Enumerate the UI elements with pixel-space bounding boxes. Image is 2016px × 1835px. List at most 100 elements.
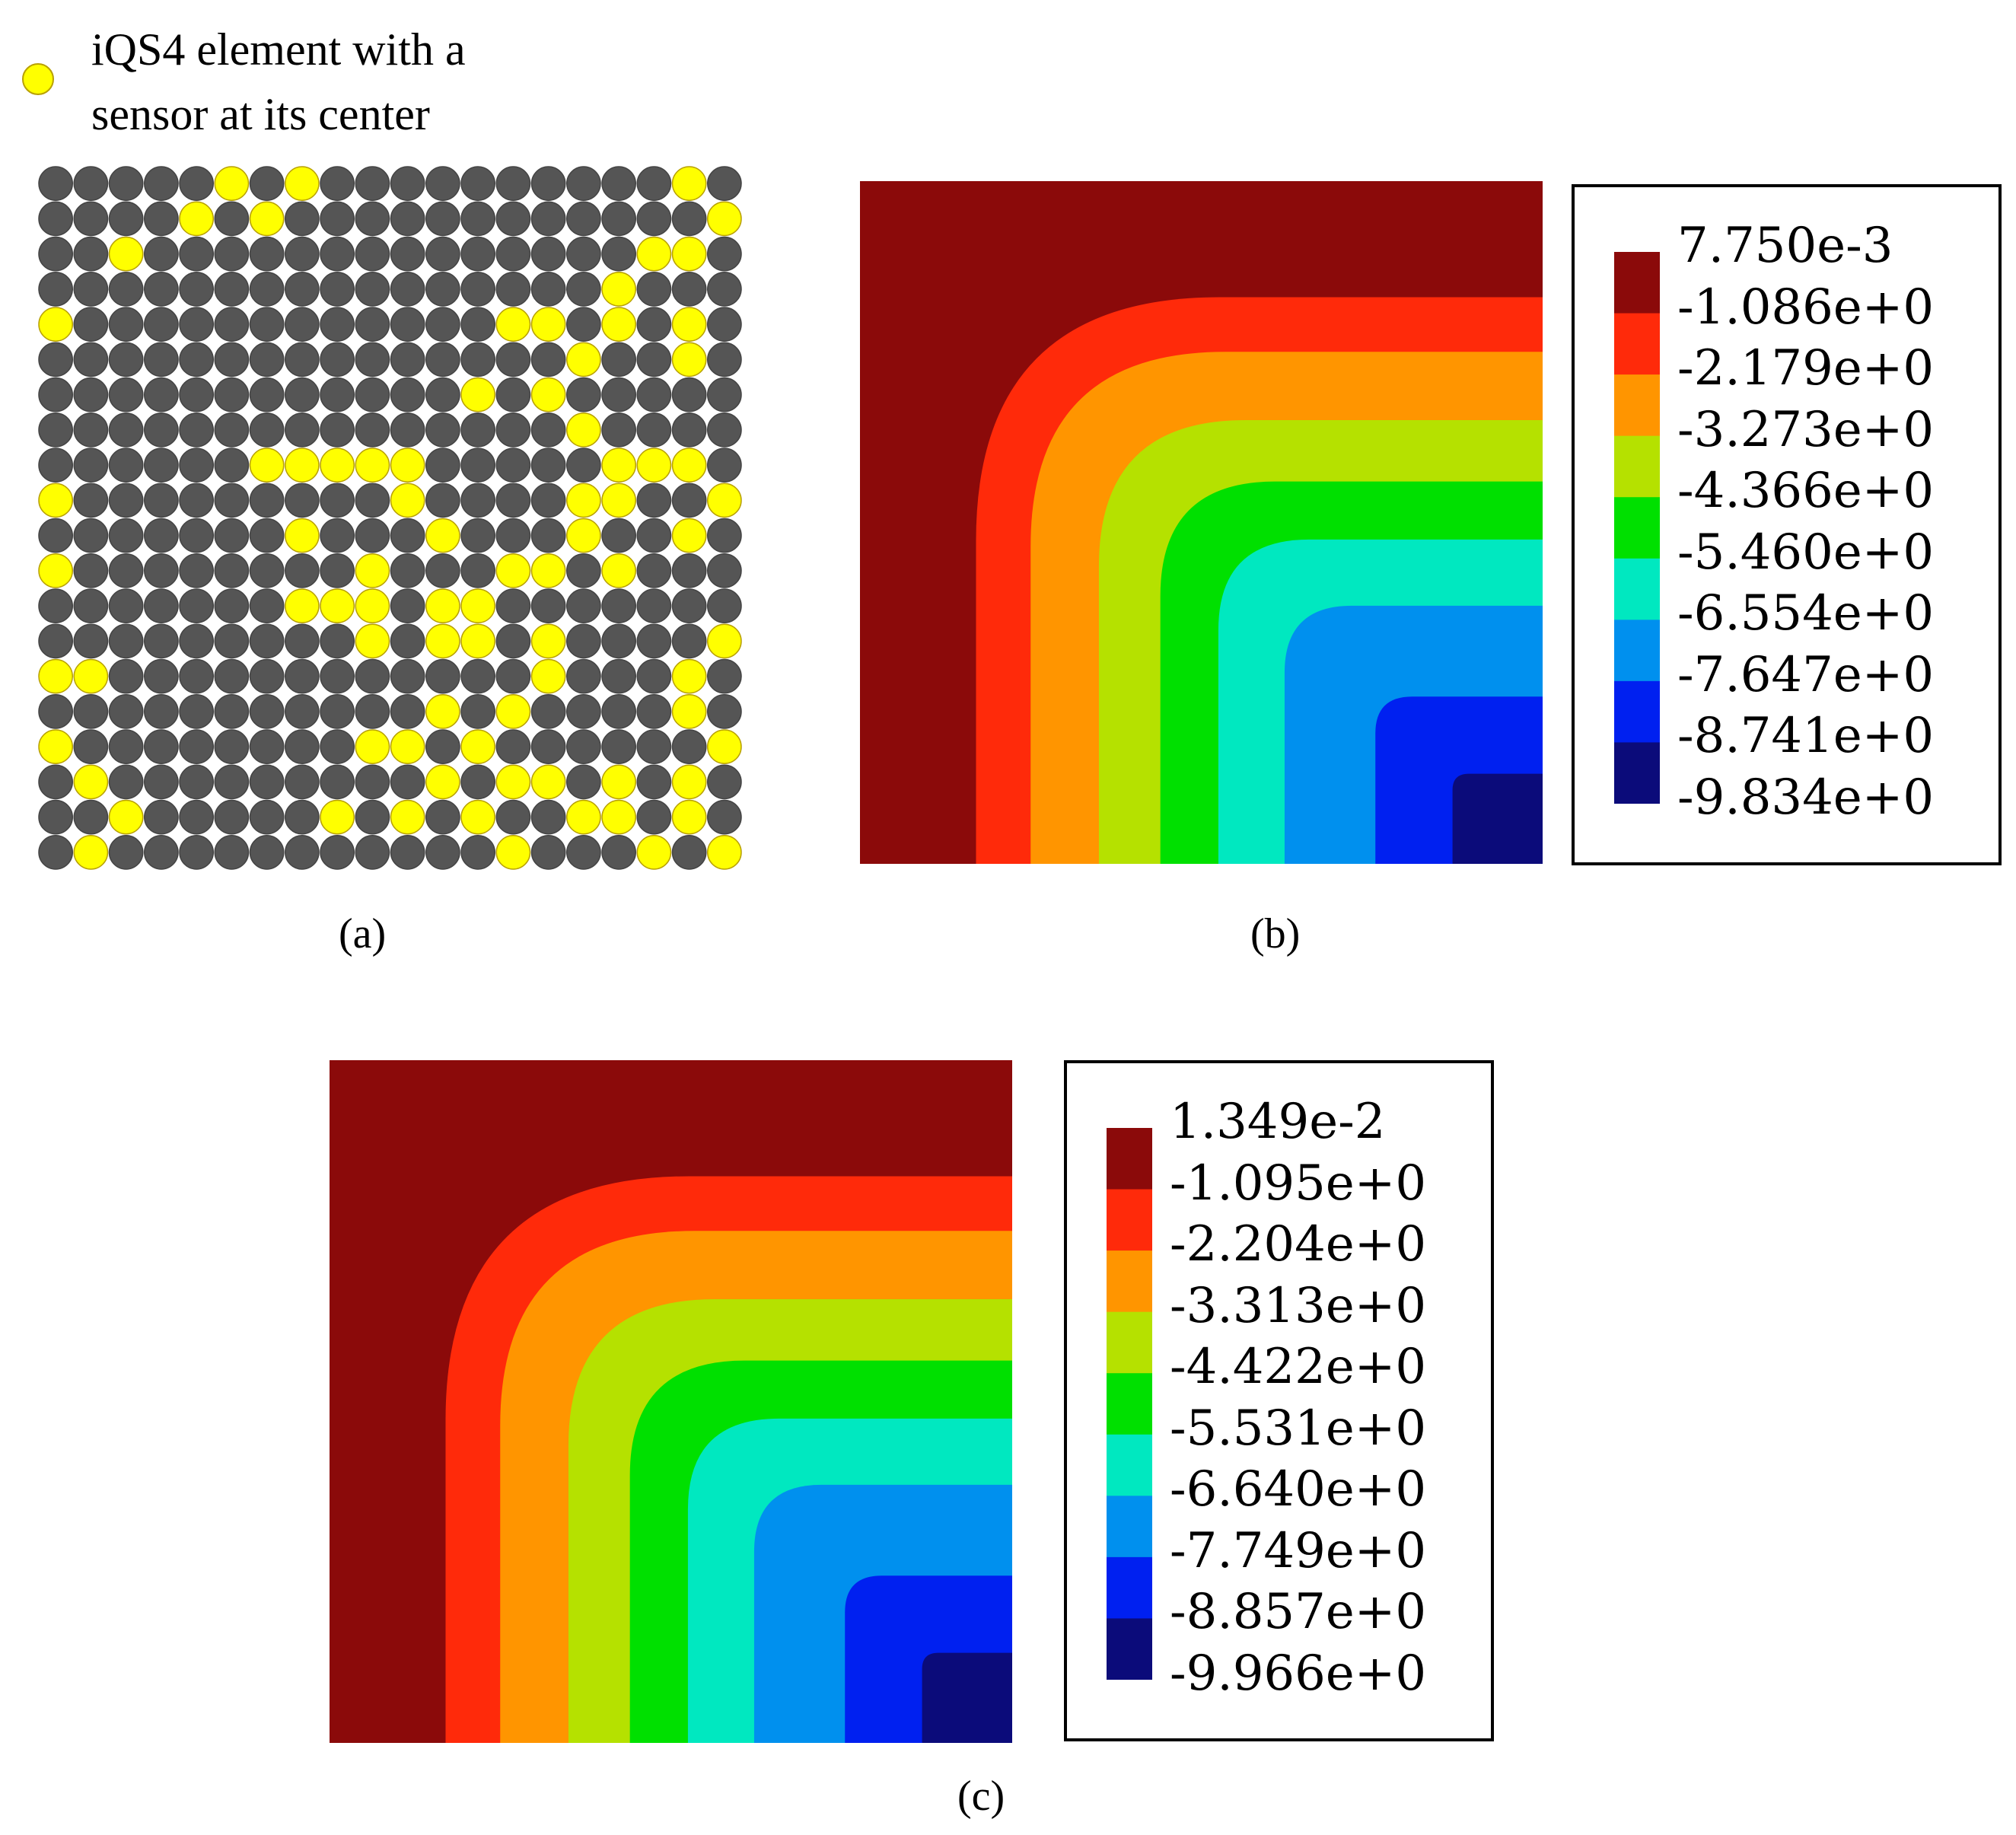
plain-element [249, 342, 285, 378]
plain-element [390, 342, 425, 378]
sensor-element [530, 553, 566, 588]
plain-element [707, 342, 742, 378]
sensor-element [355, 623, 390, 659]
plain-element [707, 553, 742, 588]
plain-element [425, 236, 460, 272]
plain-element [460, 307, 495, 342]
plain-element [495, 377, 531, 413]
plain-element [390, 201, 425, 237]
plain-element [249, 413, 285, 448]
plain-element [144, 694, 179, 729]
sensor-element [601, 483, 636, 518]
plain-element [355, 764, 390, 800]
plain-element [108, 518, 144, 553]
sensor-element [460, 799, 495, 835]
sensor-element [671, 764, 707, 800]
plain-element [214, 694, 250, 729]
plain-element [495, 236, 531, 272]
sensor-element [355, 588, 390, 623]
plain-element [707, 518, 742, 553]
plain-element [390, 623, 425, 659]
plain-element [249, 307, 285, 342]
plain-element [566, 658, 601, 694]
plain-element [320, 729, 355, 764]
plain-element [285, 236, 320, 272]
plain-element [144, 307, 179, 342]
plain-element [636, 764, 672, 800]
plain-element [320, 166, 355, 201]
sensor-element [73, 835, 109, 870]
plain-element [460, 166, 495, 201]
plain-element [73, 413, 109, 448]
plain-element [636, 377, 672, 413]
plain-element [390, 236, 425, 272]
sensor-element [601, 799, 636, 835]
sensor-element [425, 764, 460, 800]
contour-band-8 [922, 1652, 1012, 1743]
sensor-element [495, 307, 531, 342]
sensor-element [460, 623, 495, 659]
sensor-element [707, 835, 742, 870]
sensor-element [108, 236, 144, 272]
plain-element [707, 588, 742, 623]
sensor-element [636, 835, 672, 870]
plain-element [530, 272, 566, 307]
plain-element [320, 272, 355, 307]
plain-element [249, 835, 285, 870]
colorbar-label: -1.095e+0 [1170, 1155, 1427, 1212]
plain-element [390, 835, 425, 870]
sensor-element [425, 518, 460, 553]
plain-element [425, 658, 460, 694]
plain-element [320, 307, 355, 342]
colorbar-labels-c: 1.349e-2 -1.095e+0 -2.204e+0 -3.313e+0 -4.42… [1170, 1063, 1489, 1733]
plain-element [108, 272, 144, 307]
plain-element [249, 518, 285, 553]
sensor-element [671, 236, 707, 272]
plain-element [144, 377, 179, 413]
plain-element [425, 483, 460, 518]
contour-plot-c [330, 1060, 1012, 1743]
plain-element [425, 835, 460, 870]
sensor-element [601, 448, 636, 483]
plain-element [355, 694, 390, 729]
plain-element [179, 799, 214, 835]
plain-element [179, 835, 214, 870]
plain-element [108, 658, 144, 694]
caption-c: (c) [957, 1773, 1005, 1820]
plain-element [73, 307, 109, 342]
plain-element [390, 694, 425, 729]
colorbar-label: -7.647e+0 [1677, 646, 1935, 703]
sensor-element [249, 201, 285, 237]
sensor-element [671, 799, 707, 835]
plain-element [707, 658, 742, 694]
sensor-element [460, 588, 495, 623]
colorbar-label: -5.531e+0 [1170, 1400, 1427, 1457]
plain-element [425, 413, 460, 448]
plain-element [390, 553, 425, 588]
plain-element [214, 729, 250, 764]
sensor-element [707, 729, 742, 764]
plain-element [707, 377, 742, 413]
plain-element [566, 448, 601, 483]
plain-element [249, 166, 285, 201]
plain-element [530, 413, 566, 448]
plain-element [179, 413, 214, 448]
plain-element [285, 483, 320, 518]
plain-element [108, 764, 144, 800]
colorbar-label: -4.422e+0 [1170, 1339, 1427, 1396]
colorbar-swatch [1614, 435, 1660, 498]
colorbar-swatch [1107, 1618, 1152, 1680]
colorbar-label: -7.749e+0 [1170, 1522, 1427, 1579]
plain-element [636, 272, 672, 307]
plain-element [73, 236, 109, 272]
plain-element [285, 729, 320, 764]
sensor-element [671, 166, 707, 201]
plain-element [601, 413, 636, 448]
plain-element [214, 201, 250, 237]
colorbar-legend-b: 7.750e-3 -1.086e+0 -2.179e+0 -3.273e+0 -4.36… [1572, 184, 2002, 865]
plain-element [73, 483, 109, 518]
plain-element [144, 658, 179, 694]
sensor-element [285, 588, 320, 623]
plain-element [425, 448, 460, 483]
sensor-element [671, 694, 707, 729]
